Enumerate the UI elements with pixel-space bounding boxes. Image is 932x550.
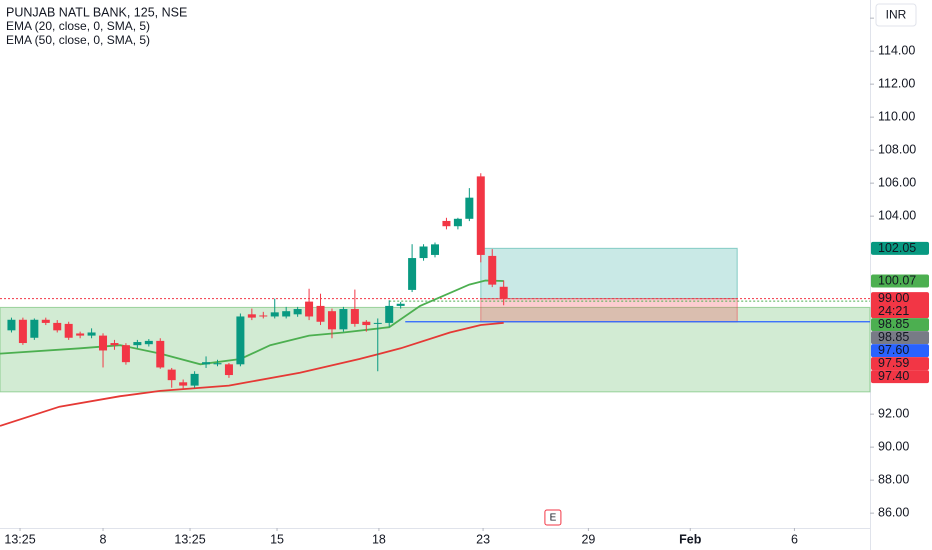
candle-body xyxy=(156,340,165,368)
candle-body xyxy=(121,345,130,363)
y-tick-label: 106.00 xyxy=(878,175,916,189)
candle-body xyxy=(408,258,417,290)
y-tick-label: 112.00 xyxy=(878,76,915,90)
candle-body xyxy=(305,301,314,317)
price-badge xyxy=(871,357,929,371)
plot-area xyxy=(0,173,871,427)
y-tick-label: 88.00 xyxy=(878,472,909,486)
candle-body xyxy=(270,312,279,317)
price-badge xyxy=(871,292,929,319)
candle-body xyxy=(213,363,222,365)
candle-body xyxy=(373,322,382,324)
chart-title: PUNJAB NATL BANK, 125, NSE xyxy=(6,5,187,19)
x-tick-label: 18 xyxy=(372,532,386,546)
price-badge-label: 99.00 xyxy=(878,291,909,305)
zone-box xyxy=(480,247,738,300)
zone-box xyxy=(480,298,738,323)
price-badge-label: 100.07 xyxy=(878,274,916,288)
candle-body xyxy=(259,315,268,317)
price-badge xyxy=(871,274,929,288)
price-badge-label: 102.05 xyxy=(878,241,916,255)
candle-body xyxy=(476,176,485,255)
candle-body xyxy=(53,322,62,331)
candle-body xyxy=(442,220,451,227)
y-tick-label: 114.00 xyxy=(878,43,915,57)
candle-body xyxy=(190,373,199,386)
candle-body xyxy=(339,309,348,330)
x-tick-label: Feb xyxy=(679,532,702,546)
price-badge-label: 97.59 xyxy=(878,356,909,370)
price-badge xyxy=(871,331,929,345)
candle-body xyxy=(327,311,336,330)
candle-body xyxy=(453,218,462,227)
candle-body xyxy=(419,246,428,259)
price-badge-label: 97.40 xyxy=(878,369,909,383)
candle-body xyxy=(293,309,302,315)
candle-body xyxy=(431,244,439,255)
price-badge-label: 97.60 xyxy=(878,343,909,357)
x-tick-label: 6 xyxy=(791,532,798,546)
y-tick-label: 90.00 xyxy=(878,439,909,453)
price-badge xyxy=(871,241,929,255)
candle-body xyxy=(224,364,233,376)
price-badge xyxy=(871,370,929,384)
earnings-marker xyxy=(544,509,562,526)
candle-body xyxy=(179,382,188,386)
candle-body xyxy=(7,319,16,331)
zone-box xyxy=(0,306,871,393)
candle-body xyxy=(64,323,73,338)
price-badge xyxy=(871,344,929,358)
candle-body xyxy=(385,305,394,323)
candle-body xyxy=(30,319,39,338)
candle-body xyxy=(247,314,256,318)
x-tick-label: 29 xyxy=(581,532,595,546)
candle-body xyxy=(87,332,96,336)
indicator-legend: EMA (20, close, 0, SMA, 5) xyxy=(6,19,150,33)
candle-body xyxy=(362,321,371,326)
candle-body xyxy=(316,305,325,322)
axes: 116.00114.00112.00110.00108.00106.00104.… xyxy=(4,10,929,546)
x-tick-label: 8 xyxy=(100,532,107,546)
y-tick-label: 108.00 xyxy=(878,142,916,156)
y-tick-label: 92.00 xyxy=(878,406,909,420)
candle-body xyxy=(396,303,405,306)
x-tick-label: 15 xyxy=(270,532,284,546)
y-tick-label: 86.00 xyxy=(878,505,909,519)
indicator-legend: EMA (50, close, 0, SMA, 5) xyxy=(6,33,150,47)
candle-body xyxy=(76,333,85,336)
x-tick-label: 13:25 xyxy=(174,532,205,546)
currency-button[interactable] xyxy=(875,3,917,27)
candle-body xyxy=(41,319,50,323)
candle-body xyxy=(488,255,497,285)
candle-body xyxy=(350,309,359,324)
currency[interactable]: INR xyxy=(886,8,907,22)
price-badge xyxy=(871,318,929,332)
candle-body xyxy=(202,362,211,365)
candle-body xyxy=(99,335,108,351)
y-tick-label: 104.00 xyxy=(878,208,916,222)
candle-body xyxy=(499,286,508,299)
candle-body xyxy=(133,342,142,346)
countdown: 24:21 xyxy=(878,304,909,318)
earnings-label: E xyxy=(550,513,557,524)
x-tick-label: 23 xyxy=(476,532,490,546)
candle-body xyxy=(465,197,474,219)
candle-body xyxy=(282,311,291,317)
candle-body xyxy=(236,316,245,365)
x-tick-label: 13:25 xyxy=(4,532,35,546)
candle-body xyxy=(167,369,176,381)
candle-body xyxy=(110,343,119,346)
price-badge-label: 98.85 xyxy=(878,317,909,331)
price-badge-label: 98.85 xyxy=(878,330,909,344)
ema-line xyxy=(0,322,504,427)
y-tick-label: 110.00 xyxy=(878,109,915,123)
candle-body xyxy=(144,340,153,345)
candle-body xyxy=(18,319,27,344)
